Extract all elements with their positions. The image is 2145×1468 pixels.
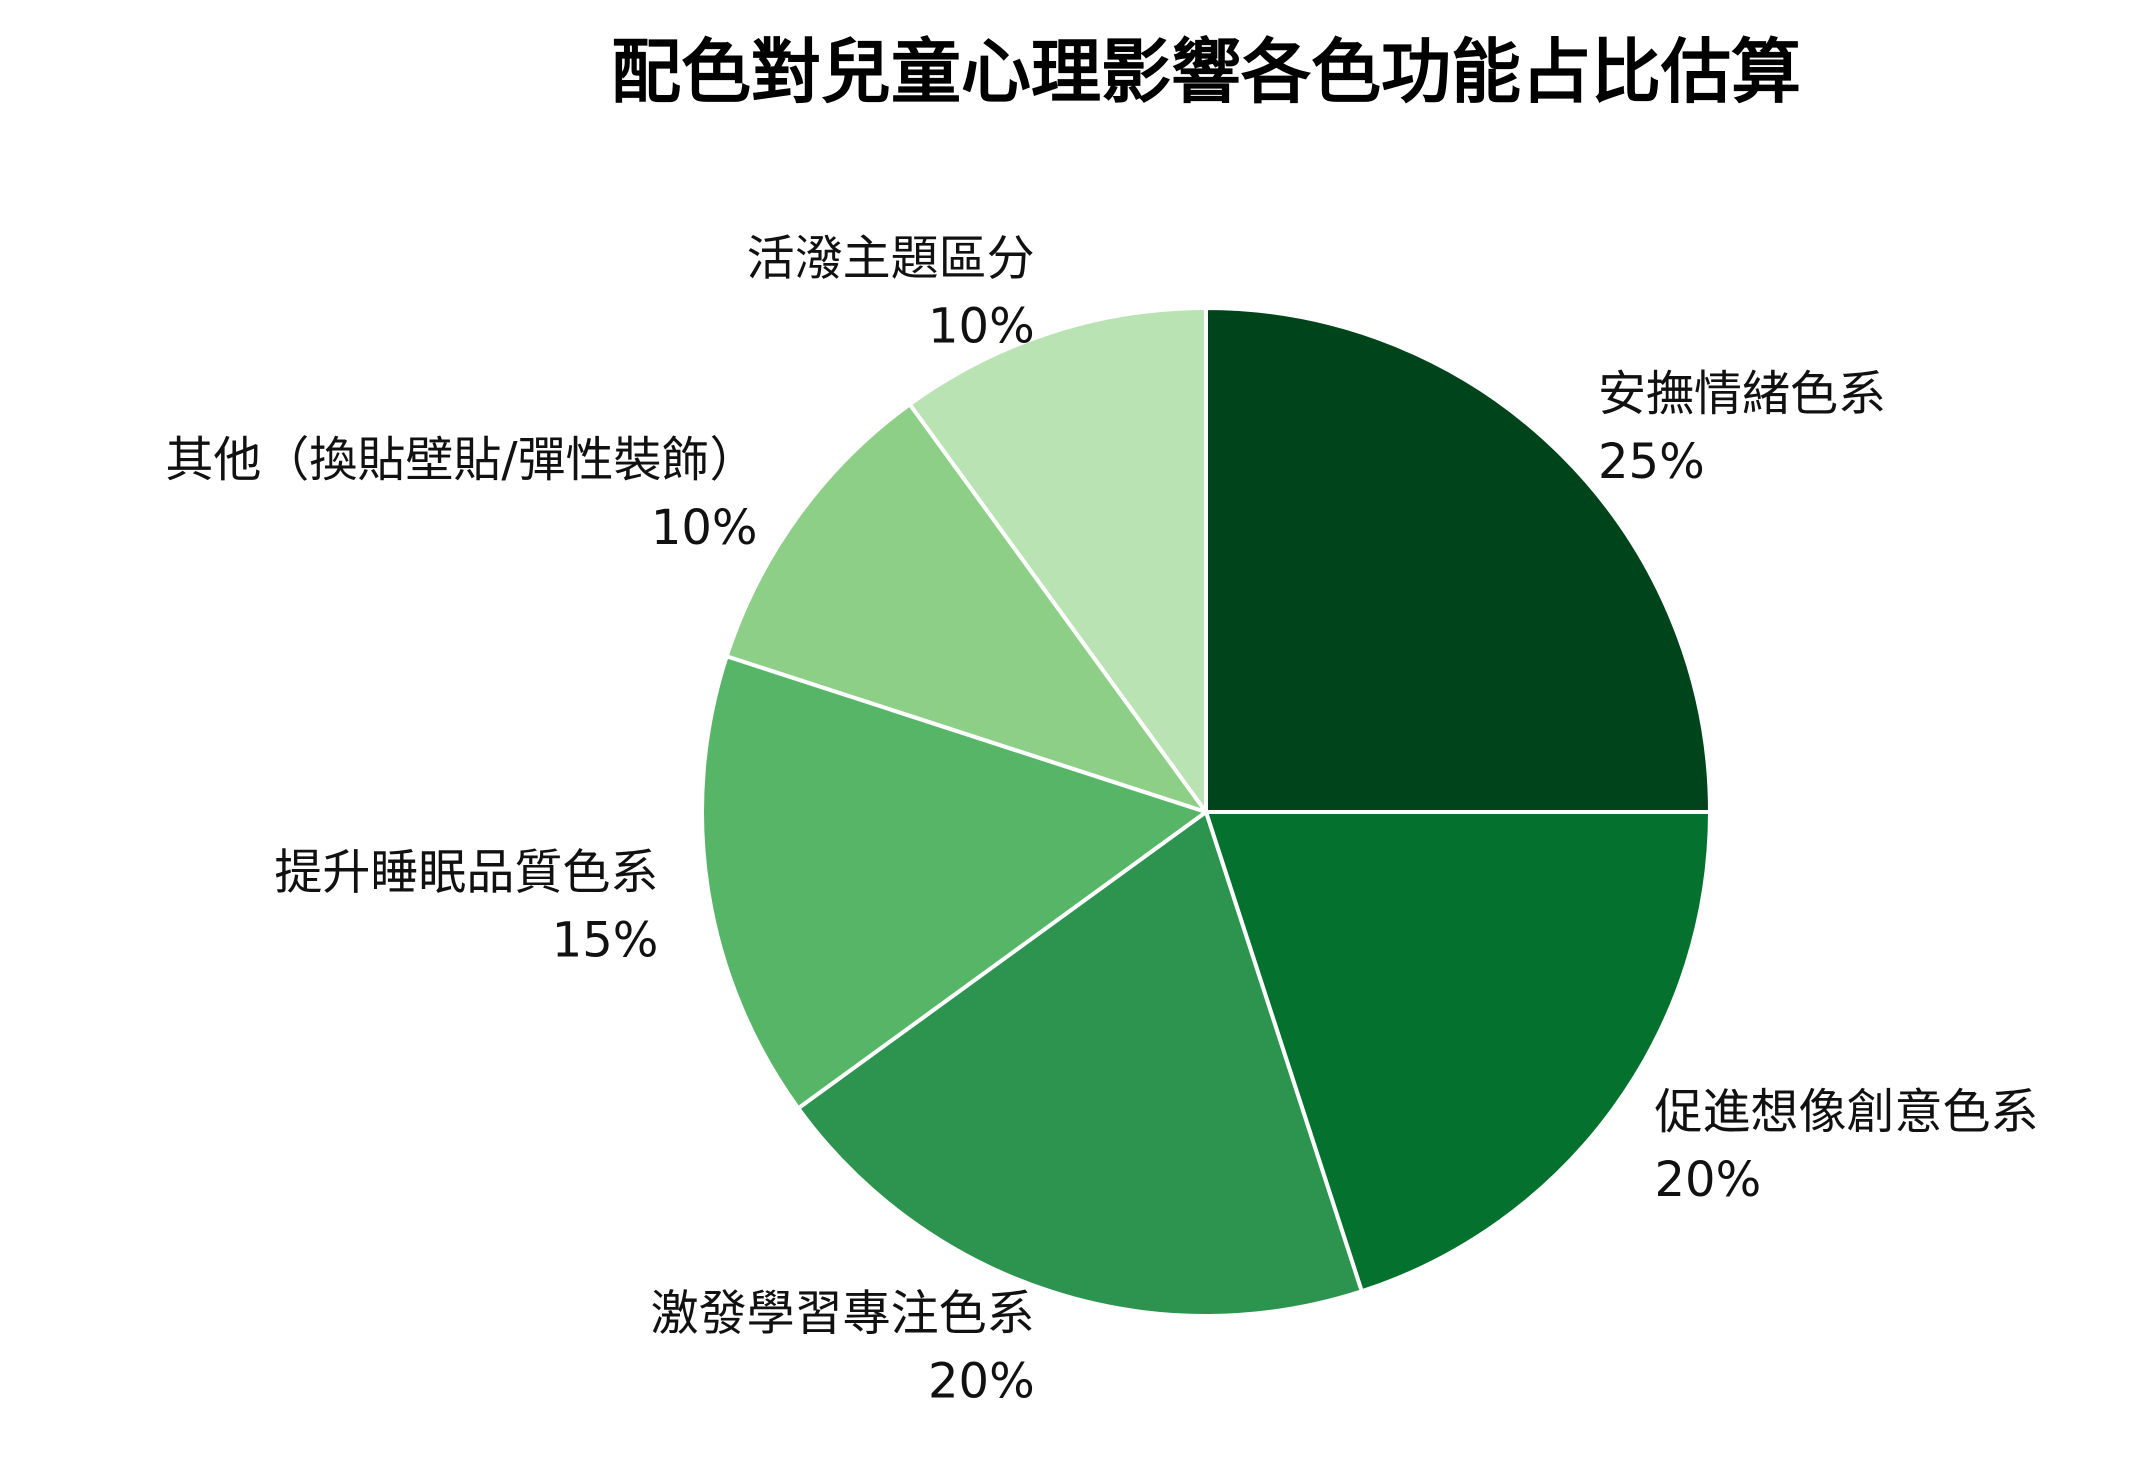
- slice-value-2: 20%: [1655, 1152, 1762, 1208]
- slice-label-4: 提升睡眠品質色系: [274, 845, 658, 901]
- slice-label-5: 其他（換貼壁貼/彈性裝飾）: [165, 432, 757, 488]
- slice-label-2: 促進想像創意色系: [1655, 1084, 2039, 1140]
- chart-title: 配色對兒童心理影響各色功能占比估算: [611, 31, 1801, 113]
- slice-label-6: 活潑主題區分: [747, 231, 1035, 287]
- pie-slices: [700, 306, 1712, 1318]
- slice-label-1: 安撫情緒色系: [1598, 366, 1886, 422]
- pie-slice-3: [796, 810, 1364, 1318]
- slice-label-3: 激發學習專注色系: [651, 1285, 1035, 1341]
- pie-labels: 安撫情緒色系 25% 促進想像創意色系 20% 激發學習專注色系 20% 提升睡眠品質色系 1…: [165, 231, 2038, 1410]
- pie-slice-6: [907, 306, 1208, 814]
- pie-slice-5: [724, 402, 1208, 814]
- slice-value-3: 20%: [928, 1353, 1035, 1409]
- slice-value-6: 10%: [928, 299, 1035, 355]
- pie-slice-1: [1204, 306, 1712, 814]
- slice-value-4: 15%: [552, 913, 659, 969]
- pie-slice-2: [1204, 810, 1712, 1294]
- pie-slice-4: [700, 654, 1208, 1111]
- slice-value-1: 25%: [1598, 434, 1705, 490]
- slice-value-5: 10%: [651, 500, 758, 556]
